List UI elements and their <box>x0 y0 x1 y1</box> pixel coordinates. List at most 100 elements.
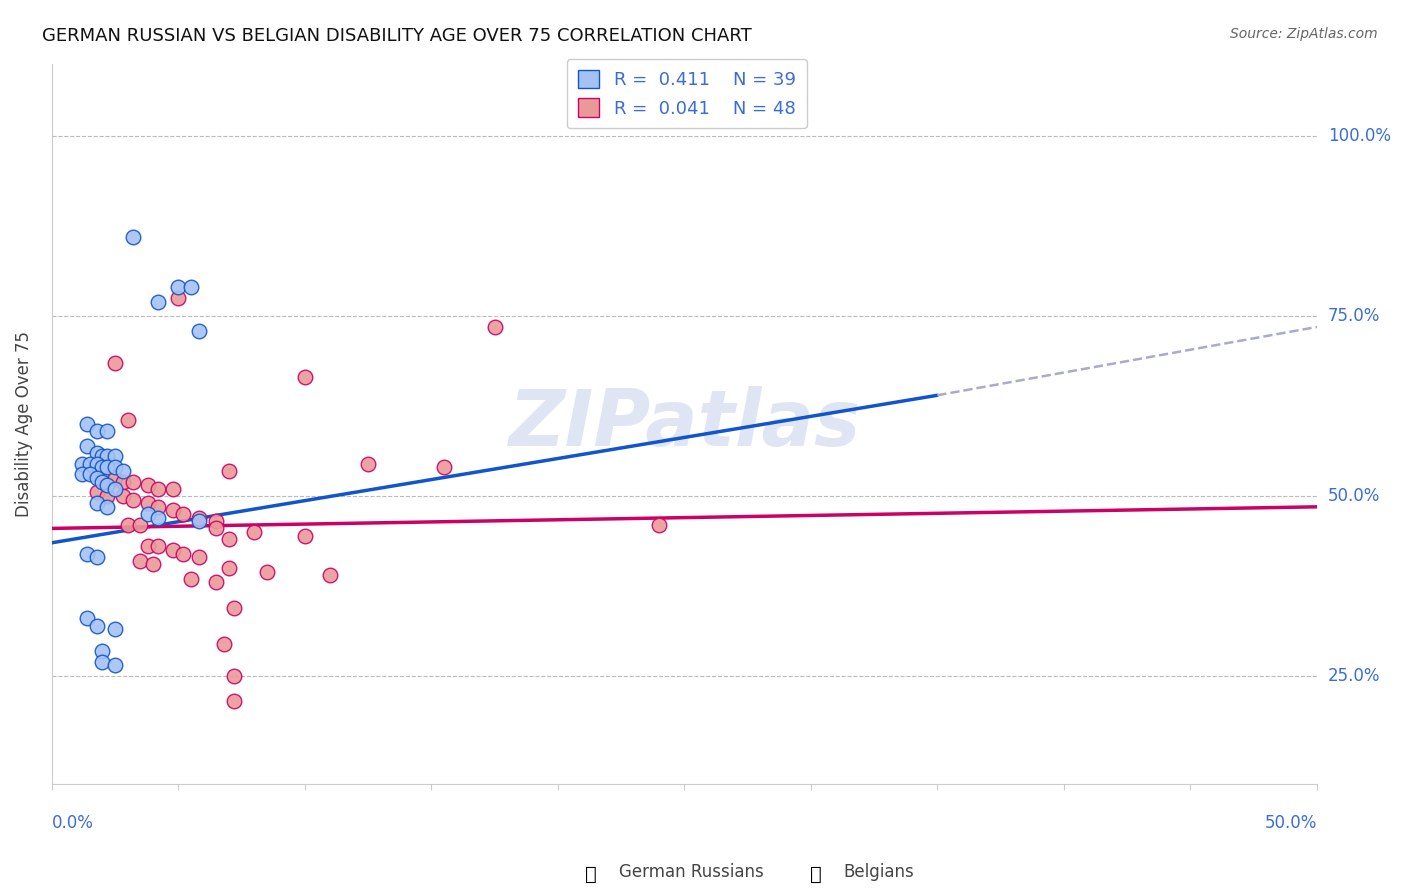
Point <box>86 550 108 565</box>
Point <box>162 503 184 517</box>
Text: 🔵: 🔵 <box>585 864 596 884</box>
Point <box>117 413 139 427</box>
Legend: R =  0.411    N = 39, R =  0.041    N = 48: R = 0.411 N = 39, R = 0.041 N = 48 <box>567 59 807 128</box>
Point <box>129 517 152 532</box>
Text: 50.0%: 50.0% <box>1329 487 1381 505</box>
Point <box>104 471 127 485</box>
Point <box>79 457 101 471</box>
Point <box>167 280 190 294</box>
Point <box>96 500 118 514</box>
Point <box>222 694 245 708</box>
Point <box>111 464 134 478</box>
Point <box>96 424 118 438</box>
Point <box>243 524 266 539</box>
Point <box>96 478 118 492</box>
Point <box>146 482 169 496</box>
Text: 50.0%: 50.0% <box>1264 814 1317 832</box>
Text: 0.0%: 0.0% <box>52 814 94 832</box>
Point <box>205 575 228 590</box>
Point <box>222 669 245 683</box>
Text: German Russians: German Russians <box>619 863 763 881</box>
Point <box>142 558 165 572</box>
Point <box>648 517 671 532</box>
Text: 25.0%: 25.0% <box>1329 667 1381 685</box>
Point <box>76 611 98 625</box>
Point <box>136 478 159 492</box>
Point <box>146 540 169 554</box>
Point <box>357 457 380 471</box>
Point <box>91 475 114 489</box>
Point <box>86 446 108 460</box>
Point <box>104 460 127 475</box>
Point <box>187 514 209 528</box>
Point <box>104 658 127 673</box>
Point <box>86 471 108 485</box>
Text: 100.0%: 100.0% <box>1329 128 1391 145</box>
Point <box>111 489 134 503</box>
Point <box>86 457 108 471</box>
Point <box>172 547 194 561</box>
Point <box>187 324 209 338</box>
Point <box>91 467 114 482</box>
Point <box>104 450 127 464</box>
Point <box>121 230 143 244</box>
Point <box>129 554 152 568</box>
Point <box>104 356 127 370</box>
Point <box>76 417 98 431</box>
Point <box>205 514 228 528</box>
Point <box>222 600 245 615</box>
Point <box>218 561 240 575</box>
Text: Belgians: Belgians <box>844 863 914 881</box>
Point <box>172 507 194 521</box>
Point <box>180 280 202 294</box>
Point <box>86 496 108 510</box>
Point <box>96 460 118 475</box>
Point <box>256 565 278 579</box>
Text: Source: ZipAtlas.com: Source: ZipAtlas.com <box>1230 27 1378 41</box>
Point <box>180 572 202 586</box>
Point <box>86 618 108 632</box>
Point <box>76 439 98 453</box>
Point <box>104 482 127 496</box>
Point <box>111 475 134 489</box>
Point <box>146 294 169 309</box>
Point <box>86 485 108 500</box>
Point <box>212 636 235 650</box>
Point <box>104 622 127 636</box>
Point <box>79 467 101 482</box>
Point <box>91 460 114 475</box>
Y-axis label: Disability Age Over 75: Disability Age Over 75 <box>15 331 32 517</box>
Point <box>205 521 228 535</box>
Point <box>187 550 209 565</box>
Point <box>146 500 169 514</box>
Point <box>187 510 209 524</box>
Point <box>86 424 108 438</box>
Text: 75.0%: 75.0% <box>1329 307 1381 326</box>
Point <box>218 532 240 546</box>
Point <box>91 450 114 464</box>
Point <box>121 492 143 507</box>
Point <box>167 291 190 305</box>
Point <box>91 655 114 669</box>
Point <box>218 464 240 478</box>
Point <box>70 457 93 471</box>
Point <box>136 507 159 521</box>
Point <box>117 517 139 532</box>
Point <box>433 460 456 475</box>
Point <box>294 528 316 542</box>
Point <box>484 320 506 334</box>
Point <box>91 644 114 658</box>
Text: 🔴: 🔴 <box>810 864 821 884</box>
Point <box>96 489 118 503</box>
Point <box>162 543 184 558</box>
Point <box>136 540 159 554</box>
Point <box>146 510 169 524</box>
Text: GERMAN RUSSIAN VS BELGIAN DISABILITY AGE OVER 75 CORRELATION CHART: GERMAN RUSSIAN VS BELGIAN DISABILITY AGE… <box>42 27 752 45</box>
Point <box>96 450 118 464</box>
Point <box>294 370 316 384</box>
Point <box>162 482 184 496</box>
Point <box>76 547 98 561</box>
Point <box>136 496 159 510</box>
Point <box>319 568 342 582</box>
Point <box>70 467 93 482</box>
